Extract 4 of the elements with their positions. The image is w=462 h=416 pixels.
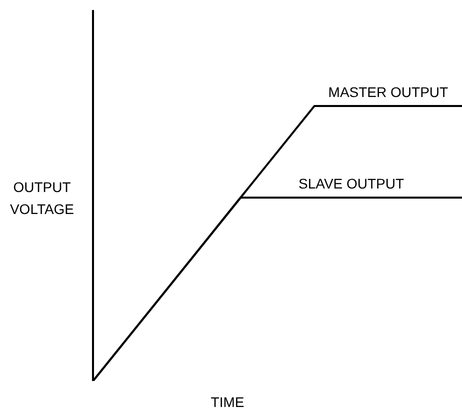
y-axis-title: OUTPUT VOLTAGE <box>8 178 76 219</box>
series-label: SLAVE OUTPUT <box>298 176 405 192</box>
series-label: MASTER OUTPUT <box>328 84 449 100</box>
x-axis-title: TIME <box>210 394 246 410</box>
